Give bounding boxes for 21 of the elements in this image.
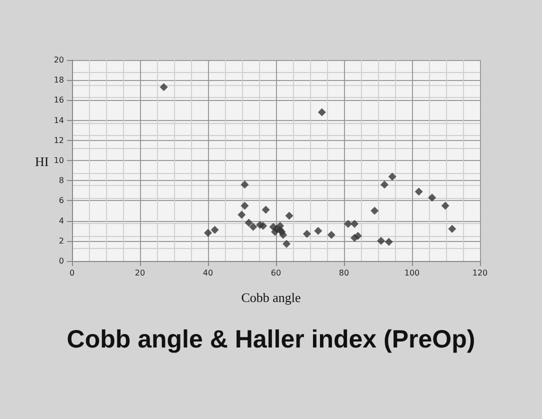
- y-tick-label: 4: [58, 216, 64, 226]
- y-tick-label: 14: [54, 116, 64, 125]
- x-axis-title: Cobb angle: [241, 290, 302, 305]
- y-tick-label: 12: [54, 136, 64, 145]
- y-tick-label: 20: [54, 56, 64, 64]
- y-tick-label: 0: [58, 256, 64, 266]
- x-tick-label: 60: [270, 268, 282, 278]
- y-tick-label: 2: [58, 236, 64, 246]
- y-tick-label: 16: [54, 96, 64, 105]
- x-tick-label: 20: [134, 268, 146, 278]
- x-tick-label: 0: [69, 268, 75, 278]
- y-tick-label: 8: [58, 176, 64, 186]
- x-tick-label: 120: [472, 268, 488, 278]
- x-tick-label: 80: [338, 268, 350, 278]
- y-axis-title: HI: [35, 154, 49, 169]
- text: Cobb angle & Haller index (PreOp): [66, 326, 476, 354]
- y-tick-label: 10: [54, 156, 64, 165]
- x-tick-label: 100: [404, 268, 420, 278]
- y-tick-label: 6: [58, 196, 64, 206]
- x-tick-label: 40: [202, 268, 214, 278]
- y-tick-label: 18: [54, 76, 64, 85]
